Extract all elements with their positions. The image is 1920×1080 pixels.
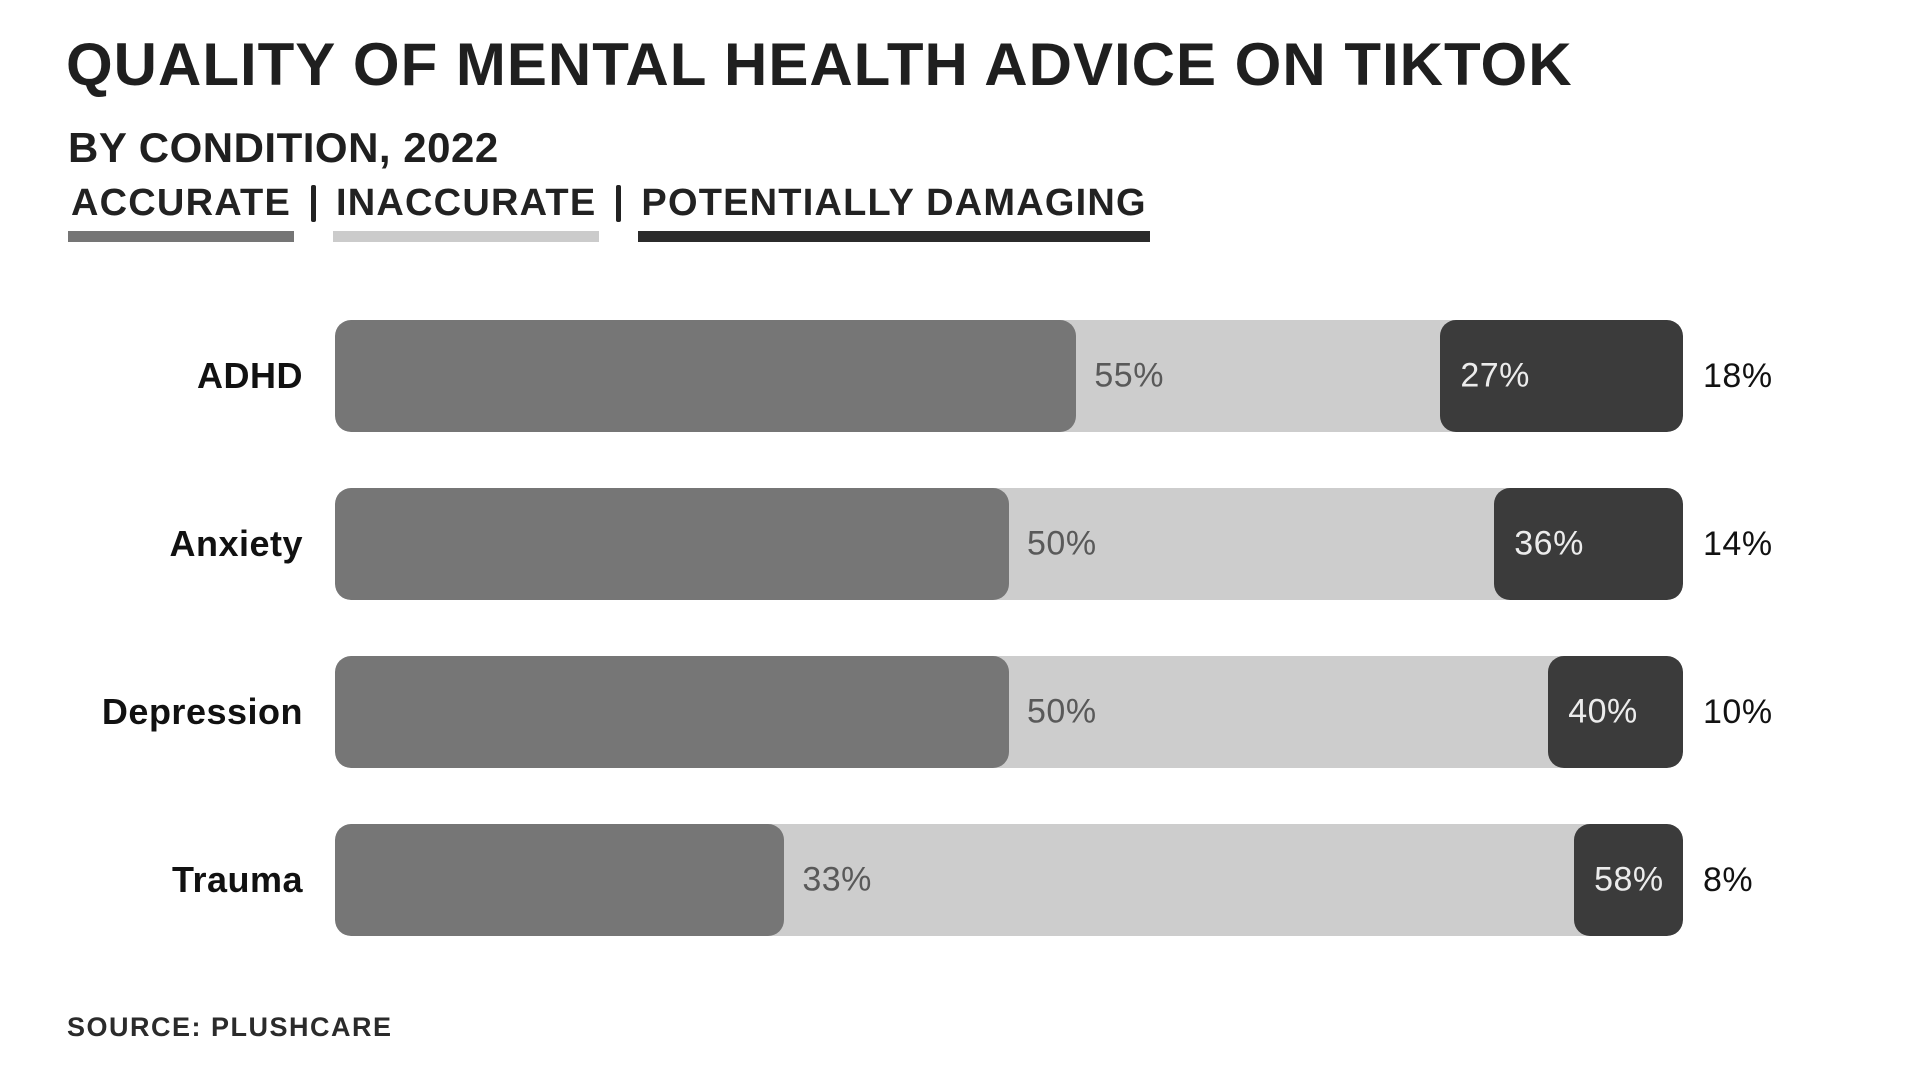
category-label: ADHD <box>197 355 303 396</box>
bar-segment-accurate <box>335 320 1077 432</box>
value-label-damaging: 18% <box>1703 356 1773 395</box>
value-label-accurate: 33% <box>802 860 872 899</box>
source-note: SOURCE: PLUSHCARE <box>67 1012 393 1042</box>
value-label-inaccurate: 40% <box>1568 692 1638 731</box>
value-label-inaccurate: 58% <box>1594 860 1664 899</box>
bar-row-adhd: ADHD 55% 27% 18% <box>0 320 1920 432</box>
value-label-inaccurate: 36% <box>1514 524 1584 563</box>
legend-item-potentially-damaging: POTENTIALLY DAMAGING <box>638 182 1150 242</box>
value-label-damaging: 8% <box>1703 860 1754 899</box>
value-label-damaging: 14% <box>1703 524 1773 563</box>
legend-separator <box>311 185 316 222</box>
category-label: Depression <box>101 691 303 732</box>
legend-item-accurate: ACCURATE <box>68 182 294 242</box>
value-label-accurate: 55% <box>1094 356 1164 395</box>
bar-row-depression: Depression 50% 40% 10% <box>0 656 1920 768</box>
page-title: QUALITY OF MENTAL HEALTH ADVICE ON TIKTO… <box>66 31 1573 98</box>
legend-item-inaccurate: INACCURATE <box>333 182 600 242</box>
bar-segment-damaging <box>1548 656 1683 768</box>
bar-segment-damaging <box>1574 824 1683 936</box>
value-label-accurate: 50% <box>1027 524 1097 563</box>
stacked-bar: 55% 27% <box>335 320 1683 432</box>
bar-segment-damaging <box>1494 488 1683 600</box>
bar-row-anxiety: Anxiety 50% 36% 14% <box>0 488 1920 600</box>
bar-row-trauma: Trauma 33% 58% 8% <box>0 824 1920 936</box>
bar-segment-accurate <box>335 656 1009 768</box>
category-label: Trauma <box>171 859 303 900</box>
stacked-bar: 33% 58% <box>335 824 1683 936</box>
stacked-bar: 50% 36% <box>335 488 1683 600</box>
value-label-accurate: 50% <box>1027 692 1097 731</box>
legend-separator <box>616 185 622 222</box>
legend: ACCURATE INACCURATE POTENTIALLY DAMAGING <box>68 182 1150 242</box>
bar-segment-accurate <box>335 824 785 936</box>
category-label: Anxiety <box>169 523 303 564</box>
value-label-inaccurate: 27% <box>1460 356 1530 395</box>
page-subtitle: BY CONDITION, 2022 <box>68 124 499 171</box>
value-label-damaging: 10% <box>1703 692 1773 731</box>
bar-segment-damaging <box>1440 320 1683 432</box>
stacked-bar: 50% 40% <box>335 656 1683 768</box>
bar-segment-accurate <box>335 488 1009 600</box>
